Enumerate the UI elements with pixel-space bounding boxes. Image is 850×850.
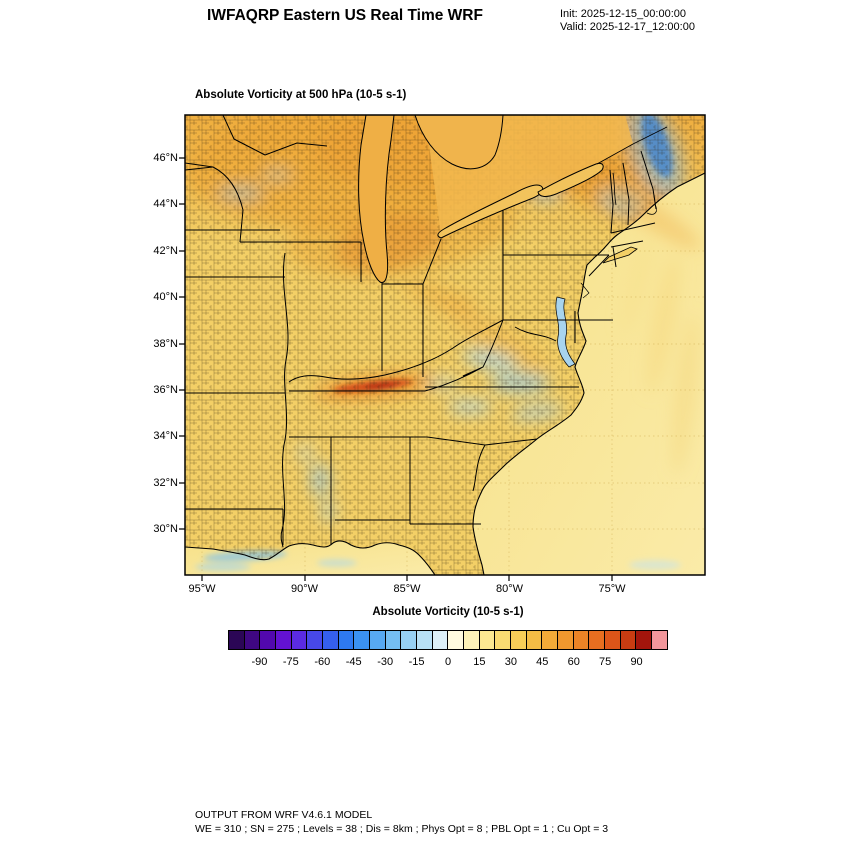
vorticity-map — [179, 114, 706, 581]
colorbar-tick-label: -60 — [314, 656, 331, 668]
colorbar-tick-label: 90 — [630, 656, 643, 668]
colorbar-segment — [526, 631, 543, 649]
footer-line1: OUTPUT FROM WRF V4.6.1 MODEL — [195, 809, 373, 821]
colorbar-tick-label: 75 — [599, 656, 612, 668]
colorbar-tick-label: 30 — [504, 656, 517, 668]
footer: OUTPUT FROM WRF V4.6.1 MODEL WE = 310 ; … — [195, 809, 608, 836]
colorbar-segment — [432, 631, 449, 649]
ohio-river — [288, 319, 504, 383]
colorbar-segment — [354, 631, 371, 649]
lake-huron — [414, 115, 504, 170]
lat-tick-label: 44°N — [153, 198, 178, 211]
lat-tick-label: 32°N — [153, 476, 178, 489]
colorbar-segment — [495, 631, 512, 649]
colorbar-segment — [605, 631, 621, 649]
init-time: Init: 2025-12-15_00:00:00 — [560, 8, 686, 20]
colorbar-segment — [276, 631, 292, 649]
lon-tick-label: 80°W — [495, 583, 524, 595]
colorbar-segment — [542, 631, 559, 649]
lat-tick-label: 38°N — [153, 337, 178, 350]
colorbar-segment — [260, 631, 277, 649]
lat-tick-label: 30°N — [153, 523, 178, 536]
map-frame — [184, 114, 706, 576]
lat-axis: 46°N 44°N 42°N 40°N 38°N 36°N 34°N 32°N 30°N — [128, 115, 178, 575]
colorbar-segment — [464, 631, 480, 649]
colorbar-segment — [511, 631, 527, 649]
colorbar-segment — [338, 631, 355, 649]
coastline — [185, 172, 705, 575]
lon-tick-label: 75°W — [598, 583, 626, 595]
colorbar-segment — [558, 631, 574, 649]
colorbar-tick-label: -30 — [377, 656, 394, 668]
colorbar-segment — [417, 631, 433, 649]
long-island — [602, 246, 638, 264]
colorbar-segment — [229, 631, 245, 649]
colorbar-segment — [620, 631, 637, 649]
colorbar-tick-label: -90 — [251, 656, 268, 668]
lat-tick-label: 40°N — [153, 291, 178, 304]
lake-ontario — [537, 162, 604, 197]
colorbar-segment — [244, 631, 261, 649]
mississippi-river — [280, 252, 289, 548]
chesapeake-bay — [555, 296, 576, 368]
colorbar-segment — [573, 631, 590, 649]
county-boundaries — [185, 115, 705, 575]
lon-axis: 95°W 90°W 85°W 80°W 75°W — [185, 583, 705, 597]
colorbar — [228, 630, 668, 650]
field-title: Absolute Vorticity at 500 hPa (10-5 s-1) — [195, 89, 407, 101]
colorbar-segment — [323, 631, 339, 649]
axis-ticks — [179, 157, 613, 581]
colorbar-segment — [589, 631, 606, 649]
colorbar-segment — [401, 631, 418, 649]
lat-tick-label: 34°N — [153, 430, 178, 443]
st-lawrence-river — [596, 126, 668, 165]
run-times: Init: 2025-12-15_00:00:00 Valid: 2025-12… — [560, 8, 695, 34]
colorbar-tick-label: 0 — [444, 656, 452, 668]
page-title: IWFAQRP Eastern US Real Time WRF — [207, 7, 483, 24]
colorbar-tick-label: -15 — [408, 656, 425, 668]
colorbar-tick-label: 15 — [473, 656, 486, 668]
colorbar-tick-label: -45 — [345, 656, 362, 668]
lon-tick-label: 95°W — [188, 583, 216, 595]
colorbar-segment — [636, 631, 653, 649]
colorbar-segment — [385, 631, 402, 649]
colorbar-segment — [652, 631, 667, 649]
lake-erie — [437, 184, 544, 239]
footer-line2: WE = 310 ; SN = 275 ; Levels = 38 ; Dis … — [195, 822, 609, 835]
colorbar-tick-label: 45 — [536, 656, 549, 668]
colorbar-tick-label: -75 — [282, 656, 299, 668]
lat-tick-label: 42°N — [153, 244, 178, 257]
lat-tick-label: 46°N — [153, 152, 178, 164]
lon-tick-label: 85°W — [393, 583, 421, 595]
colorbar-tick-label: 60 — [567, 656, 580, 668]
lat-tick-label: 36°N — [153, 384, 178, 396]
great-lakes — [358, 115, 668, 284]
valid-time: Valid: 2025-12-17_12:00:00 — [560, 21, 695, 33]
lake-michigan — [358, 115, 395, 284]
map-field — [185, 115, 705, 575]
colorbar-title: Absolute Vorticity (10-5 s-1) — [372, 606, 524, 618]
colorbar-segment — [479, 631, 496, 649]
colorbar-segment — [291, 631, 308, 649]
colorbar-segment — [370, 631, 386, 649]
state-boundaries — [185, 115, 657, 548]
lon-tick-label: 90°W — [290, 583, 319, 595]
lake-champlain — [612, 172, 617, 206]
colorbar-segment — [448, 631, 465, 649]
colorbar-tick-labels: -90 -75 -60 -45 -30 -15 0 15 30 45 60 75 90 — [228, 656, 668, 670]
map-panel — [179, 114, 706, 581]
colorbar-segment — [307, 631, 324, 649]
